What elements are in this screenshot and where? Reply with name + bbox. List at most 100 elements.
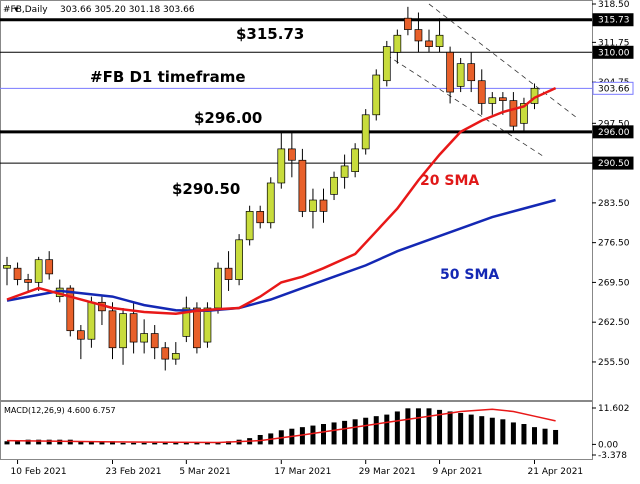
macd-bar-18 bbox=[194, 442, 200, 445]
candle-13 bbox=[140, 319, 148, 354]
macd-bar-4 bbox=[46, 439, 52, 445]
candle-31 bbox=[330, 171, 338, 201]
level-tag-label-3: 296.00 bbox=[598, 128, 630, 138]
channel-upper-line bbox=[428, 3, 577, 118]
candle-43 bbox=[456, 57, 465, 93]
macd-bar-7 bbox=[78, 441, 84, 445]
candle-body-44 bbox=[467, 63, 476, 82]
candle-30 bbox=[319, 188, 328, 223]
sma20-label: 20 SMA bbox=[420, 173, 479, 189]
macd-bar-19 bbox=[204, 442, 210, 445]
candle-2 bbox=[24, 273, 32, 291]
candle-33 bbox=[351, 143, 359, 178]
horizontal-levels bbox=[0, 18, 592, 164]
candle-38 bbox=[404, 6, 412, 36]
candle-body-42 bbox=[446, 51, 454, 93]
macd-bar-30 bbox=[321, 424, 326, 445]
candle-11 bbox=[119, 307, 127, 365]
candle-body-24 bbox=[256, 211, 265, 224]
macd-bar-37 bbox=[394, 411, 400, 445]
candle-body-13 bbox=[140, 333, 148, 343]
level-tag-3 bbox=[592, 125, 634, 139]
candle-body-23 bbox=[245, 211, 254, 241]
candle-body-41 bbox=[435, 34, 444, 47]
candle-body-10 bbox=[108, 310, 117, 349]
candle-24 bbox=[256, 205, 265, 229]
candle-1 bbox=[13, 262, 22, 286]
macd-bar-46 bbox=[489, 417, 495, 445]
channel-lower-line bbox=[386, 54, 546, 158]
macd-tick-label-2: -3.378 bbox=[598, 451, 627, 461]
x-tick-label-3: 17 Mar 2021 bbox=[274, 467, 331, 477]
candle-34 bbox=[361, 109, 370, 155]
y-tick-label-8: 262.50 bbox=[598, 318, 630, 328]
x-tick-label-5: 9 Apr 2021 bbox=[433, 467, 483, 477]
macd-bar-1 bbox=[15, 441, 21, 445]
candle-0 bbox=[3, 256, 11, 286]
window-symbol: #FB,Daily bbox=[3, 5, 48, 15]
candle-body-16 bbox=[171, 353, 180, 360]
candle-49 bbox=[520, 97, 528, 132]
candle-body-8 bbox=[87, 301, 96, 340]
macd-bar-36 bbox=[384, 414, 390, 445]
candle-10 bbox=[108, 302, 117, 360]
candle-29 bbox=[309, 188, 317, 229]
candle-40 bbox=[425, 29, 433, 53]
candle-body-32 bbox=[340, 165, 349, 178]
candle-body-43 bbox=[456, 63, 465, 87]
candle-body-6 bbox=[66, 287, 75, 332]
level-tag-1 bbox=[592, 45, 634, 59]
x-tick-label-1: 23 Feb 2021 bbox=[106, 467, 162, 477]
candle-body-17 bbox=[182, 307, 191, 337]
candle-body-22 bbox=[235, 239, 243, 280]
macd-bar-11 bbox=[120, 442, 126, 445]
candle-body-26 bbox=[277, 148, 286, 184]
macd-bar-9 bbox=[99, 441, 105, 445]
macd-bar-20 bbox=[215, 442, 221, 445]
macd-bar-8 bbox=[88, 441, 94, 445]
candle-body-14 bbox=[150, 333, 159, 349]
candle-body-40 bbox=[425, 40, 433, 47]
candle-body-15 bbox=[161, 347, 170, 360]
candle-body-20 bbox=[214, 267, 222, 309]
candle-46 bbox=[488, 92, 497, 115]
y-tick-label-6: 276.50 bbox=[598, 239, 630, 249]
annotation-315: $315.73 bbox=[236, 25, 304, 43]
candle-body-2 bbox=[24, 279, 32, 283]
candle-20 bbox=[214, 262, 222, 314]
candle-body-39 bbox=[414, 29, 423, 42]
macd-bar-43 bbox=[458, 413, 464, 445]
macd-bar-40 bbox=[426, 408, 432, 445]
x-tick-label-2: 5 Mar 2021 bbox=[179, 467, 230, 477]
macd-tick-label-0: 11.602 bbox=[598, 404, 630, 414]
macd-bar-10 bbox=[110, 441, 115, 445]
macd-indicator: 11.602 0.00-3.378 bbox=[4, 404, 630, 461]
level-tag-label-4: 290.50 bbox=[598, 159, 630, 169]
macd-bar-5 bbox=[57, 439, 63, 445]
candle-15 bbox=[161, 342, 170, 371]
candle-4 bbox=[45, 251, 54, 280]
candle-body-30 bbox=[319, 199, 328, 212]
candle-37 bbox=[393, 29, 402, 64]
candle-body-29 bbox=[309, 199, 317, 212]
macd-bar-39 bbox=[415, 408, 421, 445]
macd-bar-51 bbox=[542, 428, 548, 445]
macd-bar-21 bbox=[226, 441, 232, 445]
annotation-296: $296.00 bbox=[194, 109, 262, 127]
macd-bar-3 bbox=[36, 439, 42, 445]
candle-25 bbox=[266, 177, 275, 229]
candle-body-46 bbox=[488, 97, 497, 104]
trend-channel bbox=[386, 3, 577, 158]
candle-body-21 bbox=[224, 267, 233, 280]
candle-body-7 bbox=[76, 330, 85, 340]
macd-bar-44 bbox=[468, 414, 474, 445]
ohlc-readout: 303.66 305.20 301.18 303.66 bbox=[60, 5, 195, 15]
sma20-line bbox=[6, 86, 557, 315]
level-tag-label-2: 303.66 bbox=[598, 84, 630, 94]
candle-body-0 bbox=[3, 265, 11, 269]
candle-3 bbox=[34, 256, 43, 291]
candle-body-3 bbox=[34, 259, 43, 283]
y-tick-label-1: 311.75 bbox=[598, 38, 630, 48]
candle-32 bbox=[340, 154, 349, 189]
candle-42 bbox=[446, 46, 454, 104]
